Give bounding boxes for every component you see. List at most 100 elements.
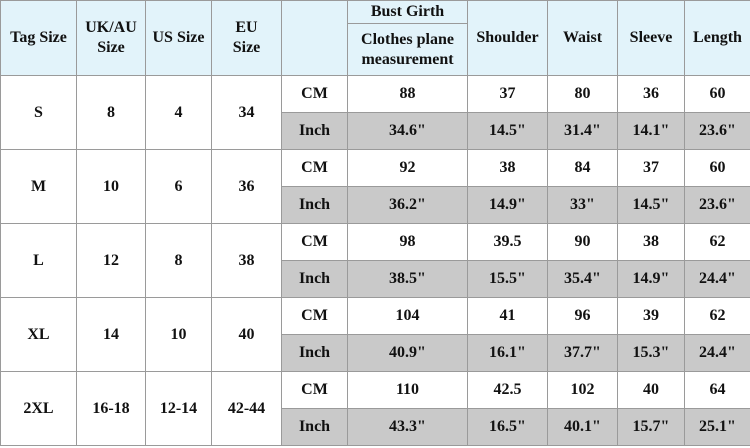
value-cell: 43.3" (347, 408, 468, 446)
value-cell: 15.3" (617, 334, 685, 372)
cm-row: XL 14 10 40 CM 104 41 96 39 62 (0, 297, 750, 372)
value-cell: 34.6" (347, 112, 468, 150)
size-cell: S (0, 75, 77, 150)
size-cell: M (0, 149, 77, 224)
cm-row: M 10 6 36 CM 92 38 84 37 60 (0, 149, 750, 224)
value-cell: 62 (684, 297, 750, 335)
value-cell: 39.5 (467, 223, 548, 261)
value-cell: 16.5" (467, 408, 548, 446)
value-cell: 14.1" (617, 112, 685, 150)
size-cell: XL (0, 297, 77, 372)
inch-row: Inch 38.5" 15.5" 35.4" 14.9" 24.4" (1, 260, 750, 298)
unit-cell: Inch (281, 112, 348, 150)
value-cell: 104 (347, 297, 468, 335)
value-cell: 23.6" (684, 112, 750, 150)
header-cell: UK/AU Size (76, 0, 146, 76)
value-cell: 38.5" (347, 260, 468, 298)
cm-row: L 12 8 38 CM 98 39.5 90 38 62 (0, 223, 750, 298)
unit-cell: CM (281, 149, 348, 187)
value-cell: 37 (467, 75, 548, 113)
table-header: Tag Size UK/AU Size US Size EU Size Bust… (0, 0, 750, 76)
value-cell: 24.4" (684, 334, 750, 372)
value-cell: 90 (547, 223, 618, 261)
unit-cell: Inch (281, 408, 348, 446)
size-cell: 4 (145, 75, 212, 150)
cm-row: 2XL 16-18 12-14 42-44 CM 110 42.5 102 40 64 (0, 371, 750, 446)
value-cell: 14.5" (467, 112, 548, 150)
header-cell: Tag Size (0, 0, 77, 76)
value-cell: 98 (347, 223, 468, 261)
unit-cell: CM (281, 223, 348, 261)
value-cell: 35.4" (547, 260, 618, 298)
value-cell: 39 (617, 297, 685, 335)
value-cell: 36 (617, 75, 685, 113)
value-cell: 15.5" (467, 260, 548, 298)
value-cell: 16.1" (467, 334, 548, 372)
header-cell: Length (684, 0, 750, 76)
value-cell: 84 (547, 149, 618, 187)
value-cell: 102 (547, 371, 618, 409)
value-cell: 23.6" (684, 186, 750, 224)
value-cell: 42.5 (467, 371, 548, 409)
size-cell: 14 (76, 297, 146, 372)
table-body: S 8 4 34 CM 88 37 80 36 60 Inch 34.6" 14.5" 31.4" 14.1… (0, 75, 750, 446)
value-cell: 40.9" (347, 334, 468, 372)
inch-row: Inch 43.3" 16.5" 40.1" 15.7" 25.1" (1, 408, 750, 446)
cm-row: S 8 4 34 CM 88 37 80 36 60 (0, 75, 750, 150)
value-cell: 15.7" (617, 408, 685, 446)
header-cell: EU Size (211, 0, 282, 76)
value-cell: 60 (684, 75, 750, 113)
size-cell: 42-44 (211, 371, 282, 446)
value-cell: 14.9" (467, 186, 548, 224)
header-cell: Bust Girth (347, 0, 468, 24)
value-cell: 38 (467, 149, 548, 187)
value-cell: 88 (347, 75, 468, 113)
unit-cell: CM (281, 371, 348, 409)
size-cell: 12-14 (145, 371, 212, 446)
size-cell: 40 (211, 297, 282, 372)
size-cell: 10 (76, 149, 146, 224)
unit-cell: CM (281, 297, 348, 335)
value-cell: 62 (684, 223, 750, 261)
value-cell: 33" (547, 186, 618, 224)
value-cell: 110 (347, 371, 468, 409)
size-cell: 16-18 (76, 371, 146, 446)
inch-row: Inch 34.6" 14.5" 31.4" 14.1" 23.6" (1, 112, 750, 150)
header-cell: Clothes plane measurement (347, 23, 468, 76)
unit-cell: CM (281, 75, 348, 113)
value-cell: 37.7" (547, 334, 618, 372)
inch-row: Inch 40.9" 16.1" 37.7" 15.3" 24.4" (1, 334, 750, 372)
header-cell: Shoulder (467, 0, 548, 76)
value-cell: 64 (684, 371, 750, 409)
value-cell: 14.9" (617, 260, 685, 298)
size-cell: 2XL (0, 371, 77, 446)
size-cell: 10 (145, 297, 212, 372)
value-cell: 40.1" (547, 408, 618, 446)
header-cell: Waist (547, 0, 618, 76)
unit-cell: Inch (281, 334, 348, 372)
value-cell: 96 (547, 297, 618, 335)
value-cell: 14.5" (617, 186, 685, 224)
header-row: Tag Size UK/AU Size US Size EU Size Bust… (0, 0, 750, 76)
size-cell: 6 (145, 149, 212, 224)
value-cell: 24.4" (684, 260, 750, 298)
value-cell: 92 (347, 149, 468, 187)
value-cell: 37 (617, 149, 685, 187)
unit-cell: Inch (281, 260, 348, 298)
value-cell: 36.2" (347, 186, 468, 224)
header-row: Clothes plane measurement (1, 23, 750, 76)
size-cell: L (0, 223, 77, 298)
inch-row: Inch 36.2" 14.9" 33" 14.5" 23.6" (1, 186, 750, 224)
value-cell: 40 (617, 371, 685, 409)
value-cell: 38 (617, 223, 685, 261)
value-cell: 41 (467, 297, 548, 335)
value-cell: 31.4" (547, 112, 618, 150)
size-cell: 38 (211, 223, 282, 298)
header-cell (281, 0, 348, 76)
value-cell: 80 (547, 75, 618, 113)
size-cell: 8 (76, 75, 146, 150)
size-cell: 36 (211, 149, 282, 224)
header-cell: Sleeve (617, 0, 685, 76)
